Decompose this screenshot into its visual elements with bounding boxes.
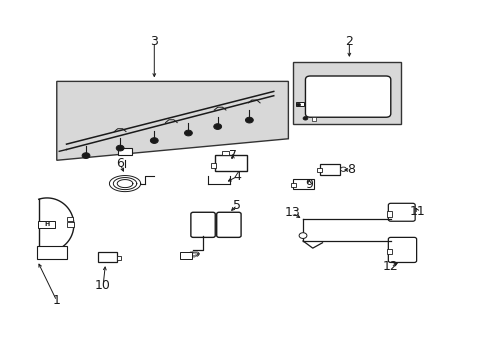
Bar: [38, 221, 55, 228]
Circle shape: [296, 103, 300, 106]
Bar: [37, 246, 66, 259]
FancyBboxPatch shape: [190, 212, 215, 237]
FancyBboxPatch shape: [387, 237, 416, 262]
Circle shape: [303, 117, 307, 120]
Bar: [386, 211, 391, 217]
Text: 13: 13: [284, 207, 300, 220]
Text: H: H: [44, 222, 50, 227]
Text: 3: 3: [150, 35, 158, 49]
Bar: [221, 151, 228, 155]
Circle shape: [340, 167, 346, 171]
Bar: [290, 183, 295, 187]
Text: 9: 9: [305, 178, 313, 191]
Text: 12: 12: [382, 260, 398, 273]
Text: 4: 4: [233, 170, 241, 183]
Bar: [293, 62, 400, 125]
Bar: [386, 249, 391, 254]
Bar: [66, 217, 73, 221]
Bar: [311, 117, 315, 121]
Bar: [180, 252, 192, 259]
Text: 1: 1: [53, 294, 61, 307]
Circle shape: [299, 233, 306, 238]
Text: 2: 2: [345, 35, 352, 49]
Bar: [316, 168, 321, 172]
Bar: [293, 179, 313, 189]
Text: 11: 11: [409, 205, 425, 218]
Bar: [295, 102, 304, 107]
Circle shape: [116, 145, 124, 151]
Text: 7: 7: [228, 149, 236, 162]
Text: 6: 6: [116, 157, 124, 170]
Circle shape: [213, 124, 221, 130]
Text: 5: 5: [233, 199, 241, 212]
Text: 8: 8: [346, 163, 354, 176]
FancyBboxPatch shape: [387, 203, 414, 221]
Circle shape: [184, 130, 192, 136]
Circle shape: [150, 138, 158, 143]
Text: 10: 10: [95, 279, 111, 292]
Circle shape: [82, 153, 90, 158]
Bar: [211, 163, 216, 168]
Bar: [117, 256, 121, 260]
Bar: [66, 222, 74, 226]
Bar: [118, 148, 132, 155]
Circle shape: [245, 117, 253, 123]
Bar: [98, 252, 117, 262]
Bar: [320, 164, 339, 175]
Bar: [215, 155, 246, 171]
FancyBboxPatch shape: [305, 76, 390, 117]
Polygon shape: [57, 81, 288, 160]
FancyBboxPatch shape: [216, 212, 241, 237]
